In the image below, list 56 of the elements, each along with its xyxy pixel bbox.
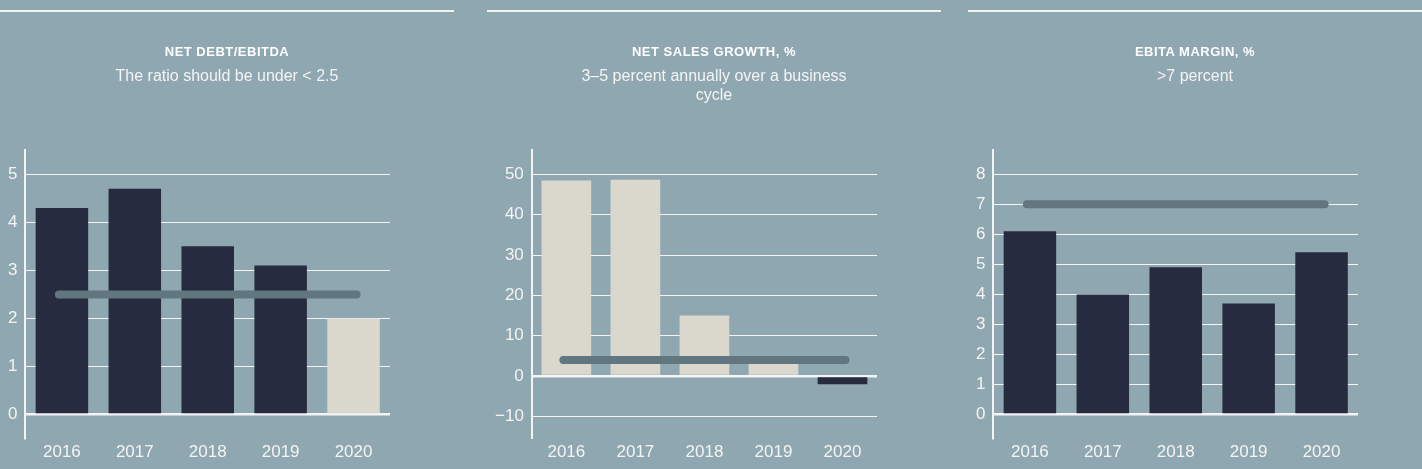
chart-title: EBITA MARGIN, % bbox=[1133, 44, 1257, 59]
bar bbox=[1076, 294, 1130, 414]
y-tick-label: 40 bbox=[504, 204, 524, 224]
bar bbox=[35, 207, 89, 414]
x-tick-label: 2018 bbox=[1156, 442, 1195, 462]
x-tick-label: 2018 bbox=[685, 442, 724, 462]
y-tick-label: 0 bbox=[514, 365, 524, 385]
y-tick-label: 1 bbox=[7, 356, 18, 376]
chart-title: NET DEBT/EBITDA bbox=[163, 44, 291, 59]
y-tick-label: 1 bbox=[975, 374, 986, 394]
bar bbox=[254, 265, 307, 414]
x-tick-label: 2018 bbox=[188, 442, 227, 462]
x-tick-label: 2016 bbox=[1011, 442, 1049, 462]
bar bbox=[181, 246, 234, 414]
y-tick-label: 2 bbox=[975, 344, 986, 364]
y-tick-label: 3 bbox=[7, 260, 18, 280]
y-tick-label: 0 bbox=[7, 404, 18, 424]
y-tick-label: 3 bbox=[975, 314, 986, 334]
chart-subtitle: >7 percent bbox=[1155, 66, 1235, 85]
y-tick-label: 30 bbox=[504, 244, 524, 264]
x-tick-label: 2017 bbox=[1083, 442, 1122, 462]
bar bbox=[1003, 231, 1057, 414]
bar bbox=[610, 179, 661, 375]
y-tick-label: 0 bbox=[975, 404, 986, 424]
y-tick-label: 8 bbox=[975, 163, 986, 183]
bar bbox=[1222, 303, 1275, 414]
x-tick-label: 2019 bbox=[1229, 442, 1268, 462]
x-tick-label: 2020 bbox=[1302, 442, 1341, 462]
y-tick-label: 5 bbox=[7, 163, 18, 183]
chart-title: NET SALES GROWTH, % bbox=[630, 44, 798, 59]
y-tick-label: 20 bbox=[504, 285, 524, 305]
x-tick-label: 2016 bbox=[547, 442, 586, 462]
y-tick-label: 2 bbox=[7, 308, 18, 328]
bar bbox=[1149, 267, 1202, 414]
y-tick-label: 6 bbox=[975, 224, 986, 243]
bar bbox=[327, 318, 380, 414]
chart-subtitle: The ratio should be under < 2.5 bbox=[114, 66, 340, 85]
x-tick-label: 2017 bbox=[616, 442, 655, 462]
y-tick-label: 7 bbox=[975, 193, 986, 213]
x-tick-label: 2016 bbox=[43, 442, 81, 462]
y-tick-label: 4 bbox=[7, 211, 18, 231]
bar bbox=[817, 377, 868, 385]
x-tick-label: 2019 bbox=[754, 442, 793, 462]
bar bbox=[541, 180, 592, 375]
bar bbox=[1295, 252, 1348, 414]
x-tick-label: 2019 bbox=[261, 442, 300, 462]
x-tick-label: 2020 bbox=[334, 442, 373, 462]
y-tick-label: 50 bbox=[504, 164, 524, 184]
chart-subtitle: 3–5 percent annually over a business cycle bbox=[580, 66, 848, 104]
bar bbox=[108, 188, 162, 414]
y-tick-label: −10 bbox=[494, 406, 524, 426]
y-tick-label: 4 bbox=[975, 284, 986, 304]
y-tick-label: 10 bbox=[504, 325, 524, 345]
x-tick-label: 2017 bbox=[115, 442, 154, 462]
x-tick-label: 2020 bbox=[823, 442, 862, 462]
y-tick-label: 5 bbox=[975, 254, 986, 274]
